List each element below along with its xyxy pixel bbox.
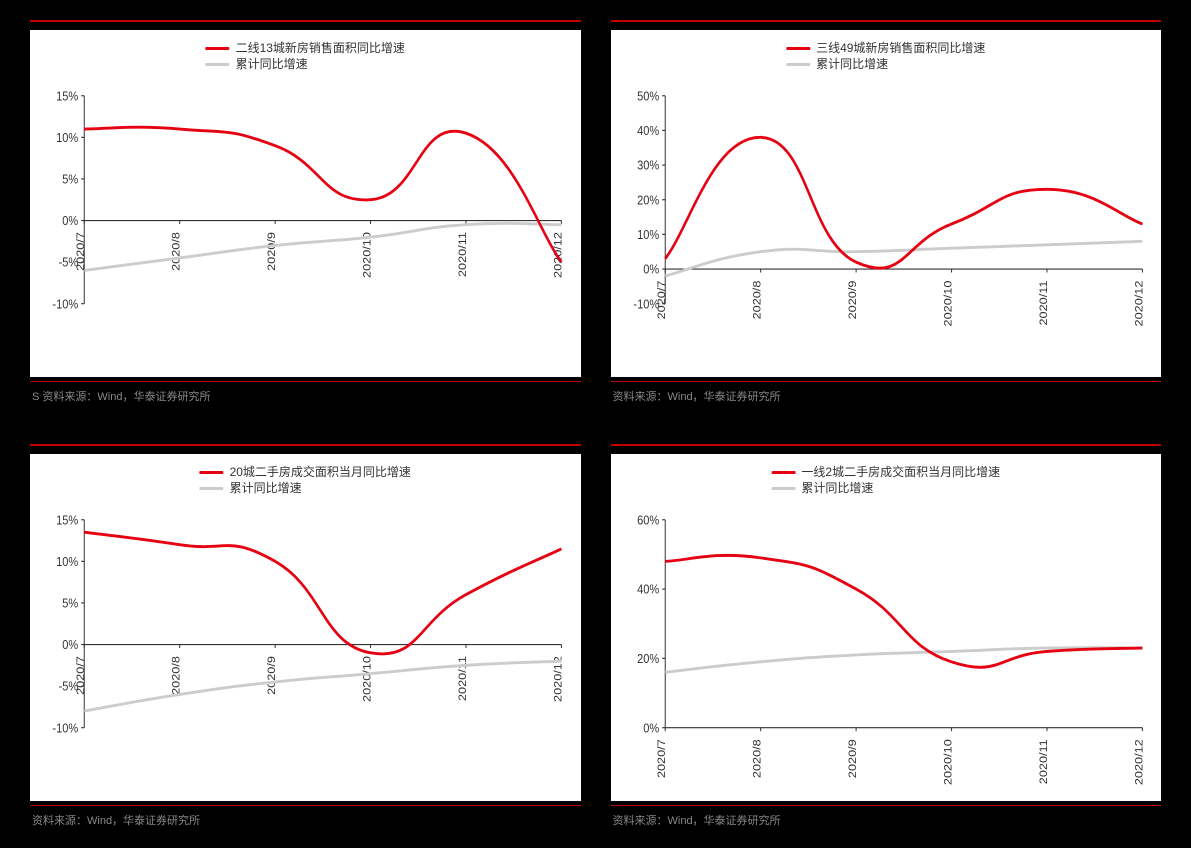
line-chart: -10%0%10%20%30%40%50%2020/72020/82020/92… xyxy=(615,38,1158,373)
divider-bottom xyxy=(611,805,1162,806)
legend-item: 累计同比增速 xyxy=(200,480,411,496)
panel-tl: -10%-5%0%5%10%15%2020/72020/82020/92020/… xyxy=(30,20,581,404)
source-caption: 资料来源：Wind，华泰证券研究所 xyxy=(611,812,1162,828)
legend-label: 累计同比增速 xyxy=(230,480,302,496)
svg-text:15%: 15% xyxy=(56,89,78,104)
svg-text:2020/8: 2020/8 xyxy=(750,280,763,319)
chart-container: -10%0%10%20%30%40%50%2020/72020/82020/92… xyxy=(611,30,1162,377)
line-chart: -10%-5%0%5%10%15%2020/72020/82020/92020/… xyxy=(34,38,577,373)
legend-item: 三线49城新房销售面积同比增速 xyxy=(786,40,985,56)
svg-text:2020/8: 2020/8 xyxy=(169,656,182,695)
svg-text:2020/10: 2020/10 xyxy=(941,739,954,785)
panel-br: 0% 20% 40% 60% 2020/7 2020/8 2020/9 2020/10 2020… xyxy=(611,444,1162,828)
divider-bottom xyxy=(611,381,1162,382)
source-caption: S 资料来源：Wind，华泰证券研究所 xyxy=(30,388,581,404)
legend-label: 二线13城新房销售面积同比增速 xyxy=(236,40,405,56)
svg-text:2020/10: 2020/10 xyxy=(941,280,954,326)
svg-text:2020/11: 2020/11 xyxy=(1036,739,1049,784)
svg-text:20%: 20% xyxy=(637,651,659,666)
svg-text:10%: 10% xyxy=(56,130,78,145)
svg-text:2020/7: 2020/7 xyxy=(655,280,668,319)
chart-container: 0% 20% 40% 60% 2020/7 2020/8 2020/9 2020/10 2020… xyxy=(611,454,1162,801)
panel-tr: -10%0%10%20%30%40%50%2020/72020/82020/92… xyxy=(611,20,1162,404)
legend-item: 一线2城二手房成交面积当月同比增速 xyxy=(771,464,1000,480)
legend-swatch xyxy=(206,63,230,66)
svg-text:-10%: -10% xyxy=(52,721,78,736)
legend: 一线2城二手房成交面积当月同比增速累计同比增速 xyxy=(771,464,1000,496)
source-caption: 资料来源：Wind，华泰证券研究所 xyxy=(611,388,1162,404)
line-chart: -10%-5%0%5%10%15%2020/72020/82020/92020/… xyxy=(34,462,577,797)
svg-text:20%: 20% xyxy=(637,193,659,208)
legend-item: 20城二手房成交面积当月同比增速 xyxy=(200,464,411,480)
divider-top xyxy=(30,20,581,22)
legend-swatch xyxy=(786,47,810,50)
legend: 20城二手房成交面积当月同比增速累计同比增速 xyxy=(200,464,411,496)
legend-label: 累计同比增速 xyxy=(236,56,308,72)
svg-text:2020/8: 2020/8 xyxy=(750,739,763,778)
legend: 二线13城新房销售面积同比增速累计同比增速 xyxy=(206,40,405,72)
svg-text:5%: 5% xyxy=(62,172,78,187)
svg-text:40%: 40% xyxy=(637,123,659,138)
legend-swatch xyxy=(206,47,230,50)
svg-text:10%: 10% xyxy=(56,554,78,569)
svg-text:2020/10: 2020/10 xyxy=(360,656,373,702)
svg-text:2020/8: 2020/8 xyxy=(169,232,182,271)
svg-text:0%: 0% xyxy=(643,262,659,277)
divider-bottom xyxy=(30,805,581,806)
svg-text:2020/11: 2020/11 xyxy=(1036,280,1049,325)
svg-text:2020/7: 2020/7 xyxy=(655,739,668,778)
legend-swatch xyxy=(200,471,224,474)
divider-top xyxy=(611,20,1162,22)
legend-swatch xyxy=(786,63,810,66)
chart-grid: -10%-5%0%5%10%15%2020/72020/82020/92020/… xyxy=(0,0,1191,848)
legend-label: 一线2城二手房成交面积当月同比增速 xyxy=(801,464,1000,480)
line-chart: 0% 20% 40% 60% 2020/7 2020/8 2020/9 2020/10 2020… xyxy=(615,462,1158,797)
svg-text:60%: 60% xyxy=(637,513,659,528)
divider-bottom xyxy=(30,381,581,382)
legend-item: 累计同比增速 xyxy=(206,56,405,72)
source-caption: 资料来源：Wind，华泰证券研究所 xyxy=(30,812,581,828)
legend-item: 二线13城新房销售面积同比增速 xyxy=(206,40,405,56)
panel-bl: -10%-5%0%5%10%15%2020/72020/82020/92020/… xyxy=(30,444,581,828)
legend-swatch xyxy=(771,471,795,474)
svg-text:0%: 0% xyxy=(62,213,78,228)
legend-item: 累计同比增速 xyxy=(786,56,985,72)
legend: 三线49城新房销售面积同比增速累计同比增速 xyxy=(786,40,985,72)
svg-text:2020/11: 2020/11 xyxy=(456,656,469,701)
svg-text:2020/7: 2020/7 xyxy=(74,232,87,271)
svg-text:40%: 40% xyxy=(637,582,659,597)
svg-text:2020/12: 2020/12 xyxy=(1132,739,1145,785)
svg-text:0%: 0% xyxy=(62,637,78,652)
legend-swatch xyxy=(771,487,795,490)
svg-text:15%: 15% xyxy=(56,513,78,528)
svg-text:10%: 10% xyxy=(637,227,659,242)
legend-label: 累计同比增速 xyxy=(816,56,888,72)
svg-text:5%: 5% xyxy=(62,596,78,611)
svg-text:0%: 0% xyxy=(643,721,659,736)
legend-swatch xyxy=(200,487,224,490)
svg-text:2020/9: 2020/9 xyxy=(265,656,278,695)
svg-text:30%: 30% xyxy=(637,158,659,173)
divider-top xyxy=(611,444,1162,446)
legend-item: 累计同比增速 xyxy=(771,480,1000,496)
svg-text:2020/11: 2020/11 xyxy=(456,232,469,277)
svg-text:2020/12: 2020/12 xyxy=(1132,280,1145,326)
chart-container: -10%-5%0%5%10%15%2020/72020/82020/92020/… xyxy=(30,30,581,377)
svg-text:2020/9: 2020/9 xyxy=(845,280,858,319)
svg-text:2020/9: 2020/9 xyxy=(845,739,858,778)
legend-label: 三线49城新房销售面积同比增速 xyxy=(816,40,985,56)
svg-text:2020/7: 2020/7 xyxy=(74,656,87,695)
svg-text:-10%: -10% xyxy=(52,297,78,312)
divider-top xyxy=(30,444,581,446)
legend-label: 20城二手房成交面积当月同比增速 xyxy=(230,464,411,480)
legend-label: 累计同比增速 xyxy=(801,480,873,496)
svg-text:2020/9: 2020/9 xyxy=(265,232,278,271)
svg-text:50%: 50% xyxy=(637,89,659,104)
chart-container: -10%-5%0%5%10%15%2020/72020/82020/92020/… xyxy=(30,454,581,801)
